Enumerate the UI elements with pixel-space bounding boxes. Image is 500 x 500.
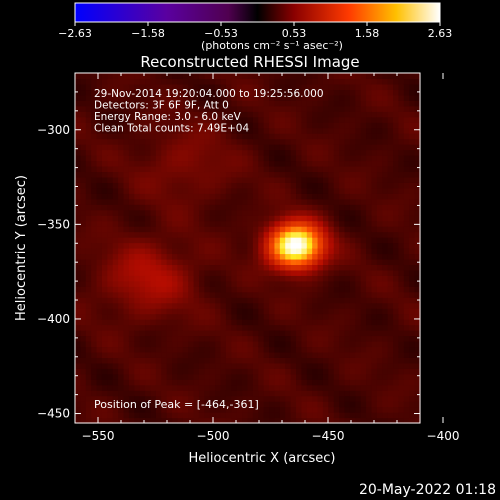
colorbar-tick-label: 1.58 [355, 27, 380, 40]
x-axis-label: Heliocentric X (arcsec) [189, 451, 336, 466]
x-tick-label: −550 [82, 429, 115, 443]
colorbar-units: (photons cm⁻² s⁻¹ asec⁻²) [201, 39, 343, 52]
colorbar-tick-label: −0.53 [204, 27, 238, 40]
y-tick-label: −350 [37, 217, 70, 231]
y-tick-label: −300 [37, 123, 70, 137]
colorbar-ticks: −2.63 −1.58 −0.53 0.53 1.58 2.63 [58, 22, 452, 40]
colorbar-tick-label: −1.58 [131, 27, 165, 40]
colorbar [74, 2, 441, 23]
colorbar-tick-label: −2.63 [58, 27, 92, 40]
axis-ticks: −550 −500 −450 −400 −300 −350 −400 −450 [37, 72, 460, 443]
annotation-line: Clean Total counts: 7.49E+04 [94, 123, 249, 135]
annotation-line: 29-Nov-2014 19:20:04.000 to 19:25:56.000 [94, 88, 324, 100]
y-tick-label: −400 [37, 312, 70, 326]
colorbar-tick-label: 0.53 [282, 27, 307, 40]
x-tick-label: −450 [312, 429, 345, 443]
footer-date: 20-May-2022 01:18 [359, 482, 496, 498]
colorbar-tick-label: 2.63 [428, 27, 453, 40]
heatmap-image [75, 73, 421, 424]
annotation-block: 29-Nov-2014 19:20:04.000 to 19:25:56.000… [94, 88, 324, 135]
plot-frame [74, 72, 421, 424]
x-tick-label: −400 [427, 429, 460, 443]
y-axis-label: Heliocentric Y (arcsec) [14, 175, 29, 321]
chart-title: Reconstructed RHESSI Image [140, 53, 359, 71]
annotation-line: Detectors: 3F 6F 9F, Att 0 [94, 100, 229, 112]
x-tick-label: −500 [197, 429, 230, 443]
annotation-line: Energy Range: 3.0 - 6.0 keV [94, 111, 242, 123]
peak-label: Position of Peak = [-464,-361] [94, 398, 259, 411]
y-tick-label: −450 [37, 407, 70, 421]
